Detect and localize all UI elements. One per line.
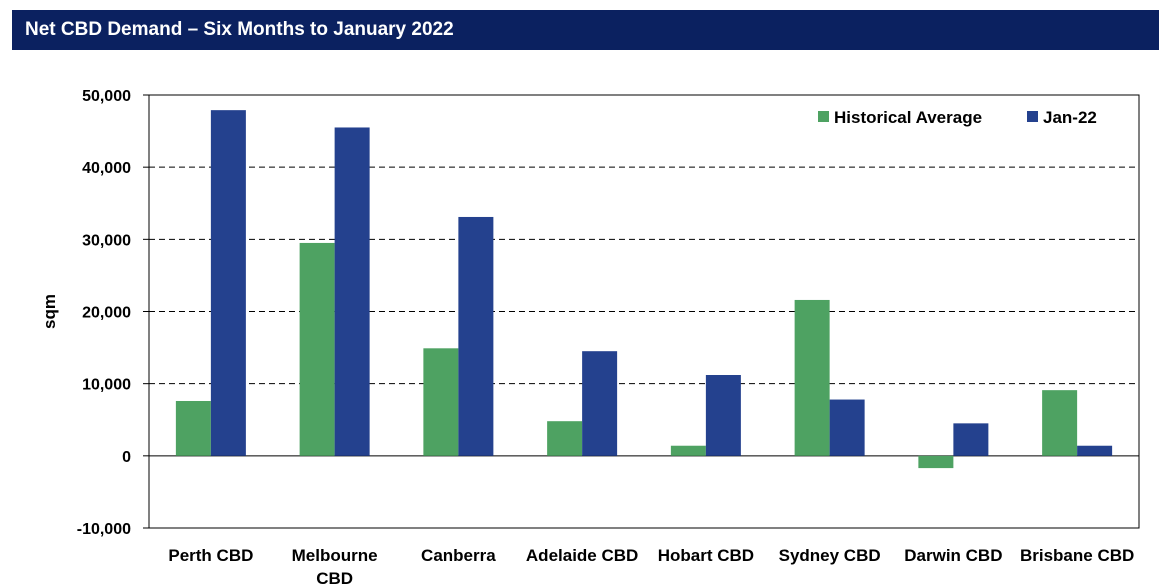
gridlines [149,166,1139,385]
legend-label-historical-average: Historical Average [834,108,982,127]
x-category-label: Sydney CBD [779,546,881,565]
bar-jan-22 [458,216,494,456]
labels: -10,000 0 10,000 20,000 30,000 40,000 50,000 sq… [40,88,1134,586]
bar-historical-average [918,455,954,469]
bar-historical-average [670,445,706,456]
bar-jan-22 [829,399,865,456]
bar-historical-average [423,348,459,456]
y-tick-label: 40,000 [82,160,131,177]
bar-jan-22 [1077,445,1113,456]
chart-title: Net CBD Demand – Six Months to January 2… [25,19,454,40]
legend-label-jan-22: Jan-22 [1043,108,1097,127]
plot-border [148,94,1140,529]
x-category-label: CBD [316,569,353,586]
bar-jan-22 [334,127,370,456]
y-tick-label: 20,000 [82,305,131,322]
x-category-label: Canberra [421,546,496,565]
bar-historical-average [175,400,211,456]
bar-jan-22 [210,110,246,456]
y-tick-label: 50,000 [82,88,131,105]
bar-historical-average [299,242,335,456]
x-category-label: Hobart CBD [658,546,754,565]
y-tick-label: 30,000 [82,232,131,249]
bar-historical-average [1042,390,1078,456]
y-axis-label: sqm [40,294,59,329]
bar-jan-22 [953,423,989,456]
legend-swatch-jan-22 [1027,111,1038,122]
bar-jan-22 [582,351,618,456]
chart-title-bar: Net CBD Demand – Six Months to January 2… [12,10,1159,50]
x-category-label: Brisbane CBD [1020,546,1134,565]
y-tick-label: 0 [122,449,131,466]
x-category-label: Darwin CBD [904,546,1002,565]
legend-swatch-historical-average [818,111,829,122]
legend: Historical Average Jan-22 [818,108,1097,127]
bar-jan-22 [705,375,741,456]
bar-historical-average [547,421,583,456]
bars [175,110,1113,469]
x-category-label: Melbourne [292,546,378,565]
y-tick-label: -10,000 [77,521,131,538]
y-tick-label: 10,000 [82,377,131,394]
bar-historical-average [794,299,830,456]
x-category-label: Adelaide CBD [526,546,638,565]
x-category-label: Perth CBD [168,546,253,565]
